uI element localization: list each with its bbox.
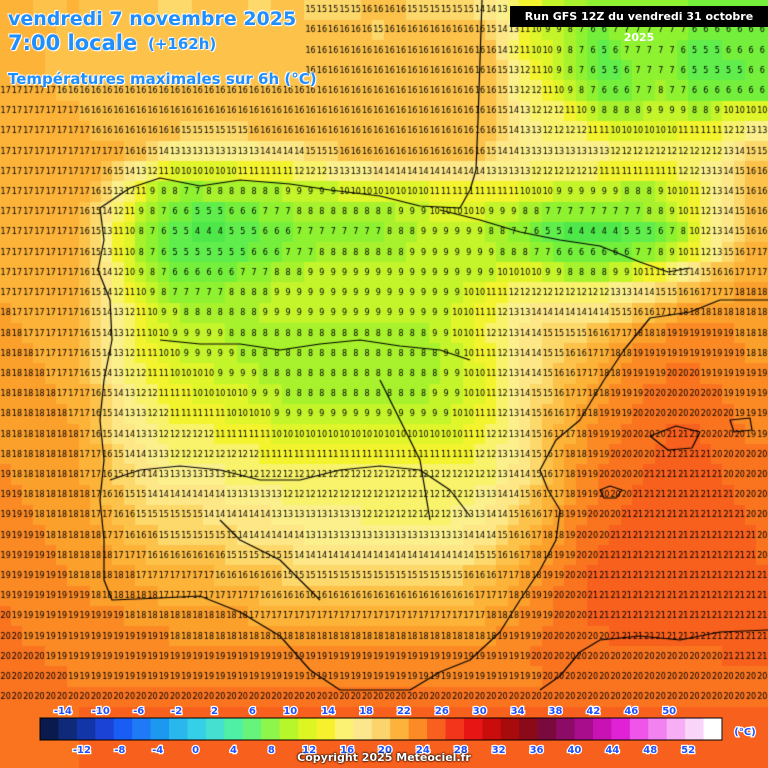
legend-tick-label-lower: 0 xyxy=(192,745,199,756)
legend-swatch xyxy=(40,718,60,740)
legend-swatch xyxy=(408,718,428,740)
legend-swatch xyxy=(113,718,133,740)
legend-swatch xyxy=(95,718,115,740)
legend-swatch xyxy=(353,718,373,740)
legend-swatch xyxy=(427,718,447,740)
legend-swatch xyxy=(390,718,410,740)
legend-swatch xyxy=(371,718,391,740)
legend-swatch xyxy=(648,718,668,740)
legend-swatch xyxy=(58,718,78,740)
legend-tick-label-lower: 48 xyxy=(643,745,657,756)
legend-tick-label-upper: -10 xyxy=(92,706,110,717)
legend-swatch xyxy=(556,718,576,740)
legend-tick-label-lower: 28 xyxy=(454,745,468,756)
legend-swatch xyxy=(445,718,465,740)
legend-swatch xyxy=(187,718,207,740)
legend-swatch xyxy=(592,718,613,740)
legend-swatch xyxy=(703,718,723,740)
legend-tick-label-lower: -8 xyxy=(114,745,125,756)
legend-tick-label-upper: 22 xyxy=(397,706,411,717)
legend-swatch xyxy=(482,718,502,740)
legend-tick-label-upper: 2 xyxy=(211,706,218,717)
copyright-notice: Copyright 2025 Meteociel.fr xyxy=(297,751,471,764)
legend-swatch xyxy=(611,718,631,740)
legend-swatch xyxy=(519,718,539,740)
legend-swatch xyxy=(666,718,686,740)
color-scale-legend: -14 -10 -6 -2 2 6 10 14 18 22 26 30 34 38 42 46 50-12 -8-… xyxy=(39,705,757,757)
legend-unit-label: (°C) xyxy=(734,727,755,738)
legend-swatch xyxy=(132,718,152,740)
legend-tick-label-upper: 6 xyxy=(249,706,256,717)
legend-tick-label-lower: 8 xyxy=(268,745,275,756)
legend-tick-label-upper: 50 xyxy=(662,706,676,717)
legend-swatch xyxy=(685,718,705,740)
legend-swatch xyxy=(334,718,354,740)
legend-tick-label-upper: 46 xyxy=(624,706,638,717)
legend-swatch xyxy=(500,718,520,740)
legend-tick-label-lower: -4 xyxy=(152,745,163,756)
legend-tick-label-upper: 14 xyxy=(321,706,335,717)
legend-tick-label-lower: 16 xyxy=(340,745,354,756)
legend-swatch xyxy=(298,718,318,740)
legend-swatch xyxy=(261,718,281,740)
legend-tick-label-upper: 42 xyxy=(586,706,600,717)
forecast-time: 7:00 locale xyxy=(8,31,138,55)
legend-tick-label-upper: 18 xyxy=(359,706,373,717)
legend-swatch xyxy=(224,718,244,740)
legend-tick-label-lower: 40 xyxy=(567,745,581,756)
legend-tick-label-upper: 38 xyxy=(549,706,563,717)
run-info-banner: Run GFS 12Z du vendredi 31 octobre 2025 xyxy=(510,6,768,44)
legend-swatch xyxy=(316,718,336,740)
field-title: Températures maximales sur 6h (°C) xyxy=(8,70,317,88)
legend-tick-label-lower: 52 xyxy=(681,745,695,756)
legend-swatch xyxy=(76,718,96,740)
legend-swatch xyxy=(629,718,649,740)
legend-tick-label-upper: 30 xyxy=(473,706,487,717)
legend-swatch xyxy=(537,718,557,740)
legend-tick-label-upper: 34 xyxy=(511,706,525,717)
legend-tick-label-upper: -14 xyxy=(54,706,72,717)
legend-tick-label-upper: 26 xyxy=(435,706,449,717)
legend-tick-label-lower: 36 xyxy=(530,745,544,756)
lead-time: (+162h) xyxy=(148,35,217,53)
legend-tick-label-lower: 44 xyxy=(605,745,619,756)
legend-tick-label-upper: -2 xyxy=(171,706,182,717)
legend-swatch xyxy=(574,718,594,740)
legend-tick-label-upper: 10 xyxy=(283,706,297,717)
legend-tick-label-lower: 12 xyxy=(302,745,316,756)
forecast-date: vendredi 7 novembre 2025 xyxy=(8,8,297,30)
legend-swatch xyxy=(150,718,170,740)
legend-swatch xyxy=(205,718,225,740)
legend-swatch xyxy=(242,718,262,740)
legend-swatch xyxy=(463,718,483,740)
legend-tick-label-lower: 20 xyxy=(378,745,392,756)
legend-tick-label-lower: 24 xyxy=(416,745,430,756)
legend-tick-label-lower: 4 xyxy=(230,745,237,756)
legend-tick-label-lower: -12 xyxy=(73,745,91,756)
legend-swatch xyxy=(169,718,189,740)
legend-tick-label-lower: 32 xyxy=(492,745,506,756)
legend-swatch xyxy=(279,718,299,740)
legend-tick-label-upper: -6 xyxy=(133,706,144,717)
